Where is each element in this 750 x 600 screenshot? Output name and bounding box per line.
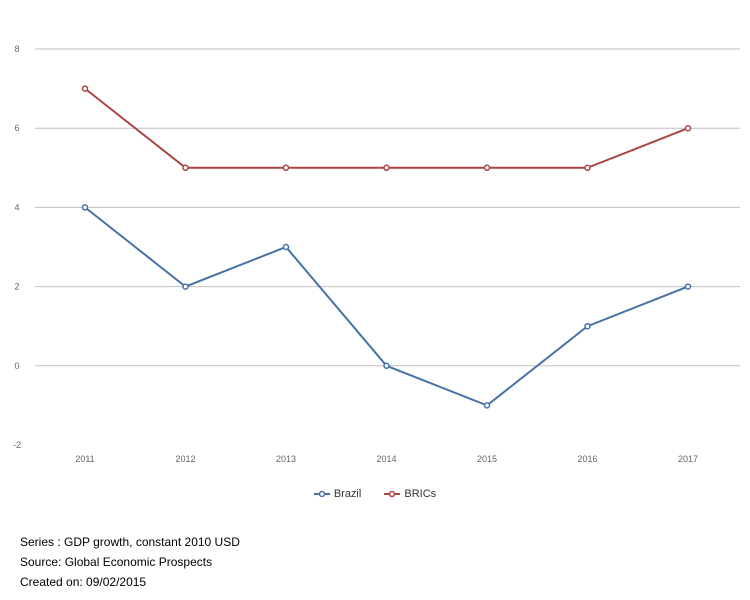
legend-label-brics: BRICs bbox=[404, 488, 437, 500]
legend-item-brazil[interactable]: Brazil bbox=[313, 488, 362, 500]
y-tick-label: 8 bbox=[14, 44, 19, 54]
legend-marker-brics-icon bbox=[384, 490, 401, 498]
legend-marker-brazil-icon bbox=[313, 490, 330, 498]
legend-item-brics[interactable]: BRICs bbox=[384, 488, 436, 500]
data-point-brics[interactable] bbox=[684, 124, 692, 132]
data-point-brazil[interactable] bbox=[584, 322, 591, 330]
series-note: Series : GDP growth, constant 2010 USD bbox=[20, 535, 240, 549]
x-tick-label: 2017 bbox=[678, 454, 698, 464]
y-tick-label: -2 bbox=[13, 440, 21, 450]
data-point-brazil[interactable] bbox=[81, 204, 89, 211]
data-point-brics[interactable] bbox=[182, 164, 189, 172]
series-lines bbox=[81, 85, 692, 409]
x-tick-label: 2016 bbox=[577, 454, 597, 464]
created-note: Created on: 09/02/2015 bbox=[20, 575, 147, 589]
y-axis-ticks: -2 0 2 4 6 8 bbox=[13, 44, 21, 450]
data-point-brics[interactable] bbox=[483, 164, 491, 172]
x-tick-label: 2011 bbox=[75, 454, 94, 464]
y-tick-label: 6 bbox=[14, 123, 19, 133]
grid-lines bbox=[35, 48, 740, 367]
data-point-brics[interactable] bbox=[383, 164, 390, 172]
line-chart: -2 0 2 4 6 8 2011 2012 2013 2014 2015 2016 2017 bbox=[13, 44, 740, 464]
data-point-brazil[interactable] bbox=[483, 402, 491, 409]
x-axis-ticks: 2011 2012 2013 2014 2015 2016 2017 bbox=[75, 454, 698, 464]
source-note: Source: Global Economic Prospects bbox=[20, 555, 213, 569]
legend: Brazil BRICs bbox=[0, 488, 750, 502]
chart-notes: Series : GDP growth, constant 2010 USD S… bbox=[20, 532, 240, 592]
x-tick-label: 2012 bbox=[175, 454, 195, 464]
y-tick-label: 2 bbox=[14, 282, 19, 292]
data-point-brazil[interactable] bbox=[383, 362, 390, 370]
data-point-brazil[interactable] bbox=[684, 283, 692, 290]
data-point-brics[interactable] bbox=[584, 164, 591, 172]
y-tick-label: 0 bbox=[14, 361, 19, 371]
data-point-brazil[interactable] bbox=[182, 283, 189, 290]
data-point-brics[interactable] bbox=[282, 164, 290, 172]
x-tick-label: 2013 bbox=[276, 454, 296, 464]
data-point-brazil[interactable] bbox=[282, 243, 290, 251]
x-tick-label: 2015 bbox=[477, 454, 497, 464]
data-point-brics[interactable] bbox=[81, 85, 89, 92]
x-tick-label: 2014 bbox=[376, 454, 396, 464]
legend-label-brazil: Brazil bbox=[333, 488, 362, 500]
y-tick-label: 4 bbox=[14, 202, 19, 212]
series-line-brazil bbox=[84, 206, 689, 407]
